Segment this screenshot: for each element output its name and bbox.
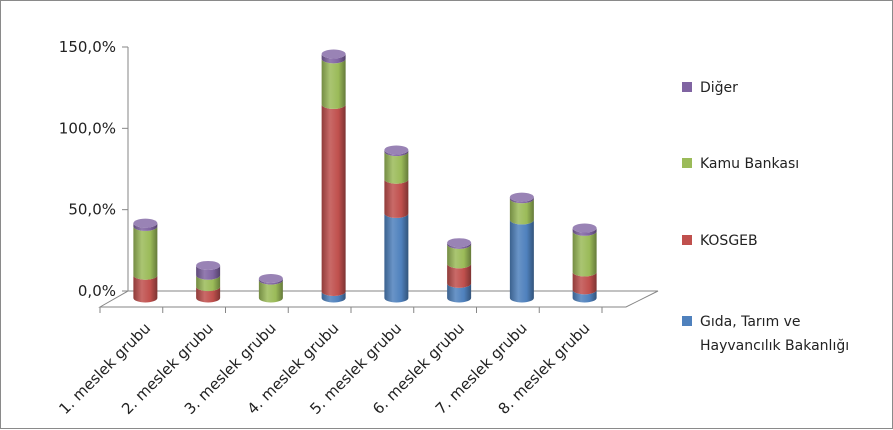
bar-segment — [447, 263, 472, 288]
bar-cap — [447, 238, 472, 248]
bar-segment — [384, 213, 409, 303]
legend-swatch — [682, 316, 692, 326]
legend-label: KOSGEB — [700, 233, 758, 249]
bar-cap — [196, 260, 221, 270]
legend-label: Kamu Bankası — [700, 156, 799, 172]
bar-segment — [321, 104, 346, 296]
bar-segment — [384, 151, 409, 184]
legend-swatch — [682, 158, 692, 168]
bar-segment — [133, 275, 158, 303]
y-tick-label: 150,0% — [59, 38, 116, 56]
bar-segment — [572, 228, 597, 236]
bar-segment — [509, 197, 534, 204]
bar-segment — [196, 275, 221, 292]
bar-segment — [321, 58, 346, 109]
legend-label: Gıda, Tarım ve — [700, 314, 801, 330]
bar-segment — [384, 179, 409, 218]
bar-segment — [447, 244, 472, 269]
legend-swatch — [682, 82, 692, 92]
legend-swatch — [682, 235, 692, 245]
bar-cap — [321, 49, 346, 59]
bar-segment — [384, 149, 409, 157]
bar-segment — [447, 283, 472, 303]
bar-cap — [509, 192, 534, 202]
bar-segment — [321, 54, 346, 64]
bar-cap — [572, 223, 597, 233]
y-axis: 0,0% 50,0% 100,0% 150,0% — [59, 38, 129, 300]
bar-segment — [572, 271, 597, 295]
bar-segment — [572, 231, 597, 277]
bar-segment — [258, 280, 283, 303]
bar-segment — [321, 291, 346, 303]
y-tick-label: 50,0% — [68, 201, 116, 219]
bar-segment — [572, 289, 597, 303]
bar-segment — [447, 242, 472, 249]
y-tick-label: 100,0% — [59, 119, 116, 137]
y-tick-label: 0,0% — [78, 282, 116, 300]
bar-segment — [196, 286, 221, 303]
bar-cap — [258, 273, 283, 283]
bar-cap — [384, 145, 409, 155]
bar-segment — [133, 226, 158, 280]
bar-segment — [196, 265, 221, 280]
bar-segment — [509, 198, 534, 225]
bar-segment — [133, 223, 158, 231]
bar-segment — [509, 219, 534, 303]
legend-label: Diğer — [700, 80, 738, 96]
bar-segment — [258, 278, 283, 285]
legend-label: Hayvancılık Bakanlığı — [700, 338, 849, 354]
bar-cap — [133, 218, 158, 228]
